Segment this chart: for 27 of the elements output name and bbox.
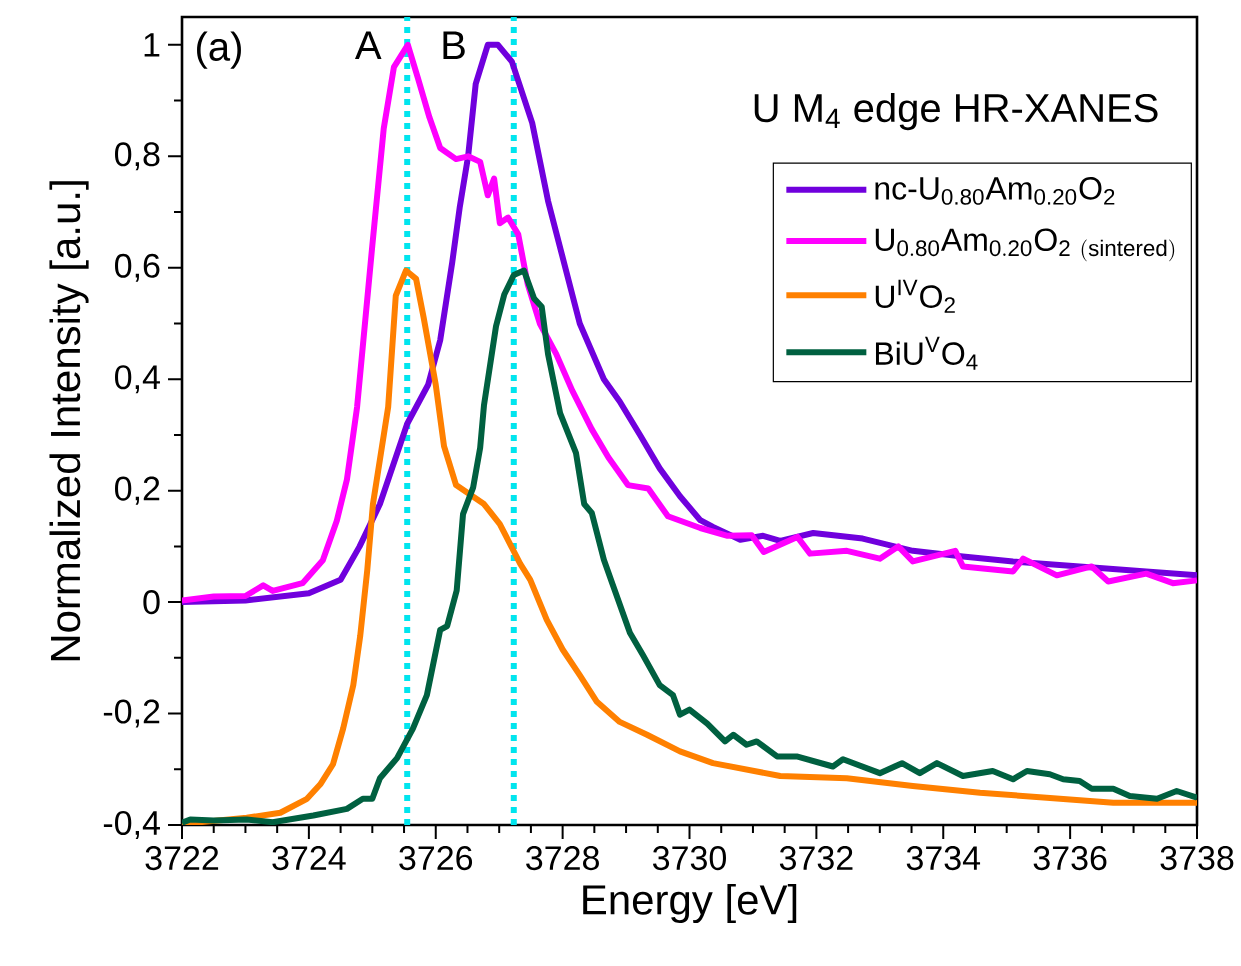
x-tick-label: 3724 xyxy=(272,846,346,871)
y-axis-title: Normalized Intensity [a.u.] xyxy=(49,181,89,661)
annotation: (a) xyxy=(197,31,241,69)
y-tick-label: -0,4 xyxy=(103,810,160,840)
y-tick-label: 1 xyxy=(144,33,160,57)
x-tick-label: 3734 xyxy=(906,846,981,871)
x-tick-label: 3732 xyxy=(779,846,853,871)
legend-label: BiU$^{V}$O$_{4}$ xyxy=(875,336,978,370)
y-tick-label: 0,8 xyxy=(115,142,160,171)
y-tick-label: 0,4 xyxy=(115,365,160,394)
x-tick-label: 3738 xyxy=(1160,846,1234,871)
legend-label: nc-U$_{0.80}$Am$_{0.20}$O$_{2}$ xyxy=(875,177,1115,205)
x-tick-label: 3726 xyxy=(399,846,473,871)
y-tick-label: 0 xyxy=(143,590,160,615)
annotation: B xyxy=(443,31,465,60)
annotation: A xyxy=(354,31,382,60)
x-tick-label: 3736 xyxy=(1033,846,1107,871)
x-tick-label: 3730 xyxy=(652,846,726,871)
y-tick-label: 0,2 xyxy=(115,476,160,505)
legend-label: U$^{IV}$O$_{2}$ xyxy=(875,279,955,313)
x-axis-title: Energy [eV] xyxy=(583,883,797,924)
x-tick-label: 3728 xyxy=(526,846,599,871)
text: U M$_{4}$ edge HR-XANES xyxy=(754,92,1158,131)
legend-label: $\mathrm{U_{0.80}Am_{0.20}O_{2\ (sintered)}}$ xyxy=(875,228,1175,262)
y-tick-label: 0,6 xyxy=(115,253,160,282)
y-tick-label: -0,2 xyxy=(103,699,160,728)
x-tick-label: 3722 xyxy=(145,846,219,871)
